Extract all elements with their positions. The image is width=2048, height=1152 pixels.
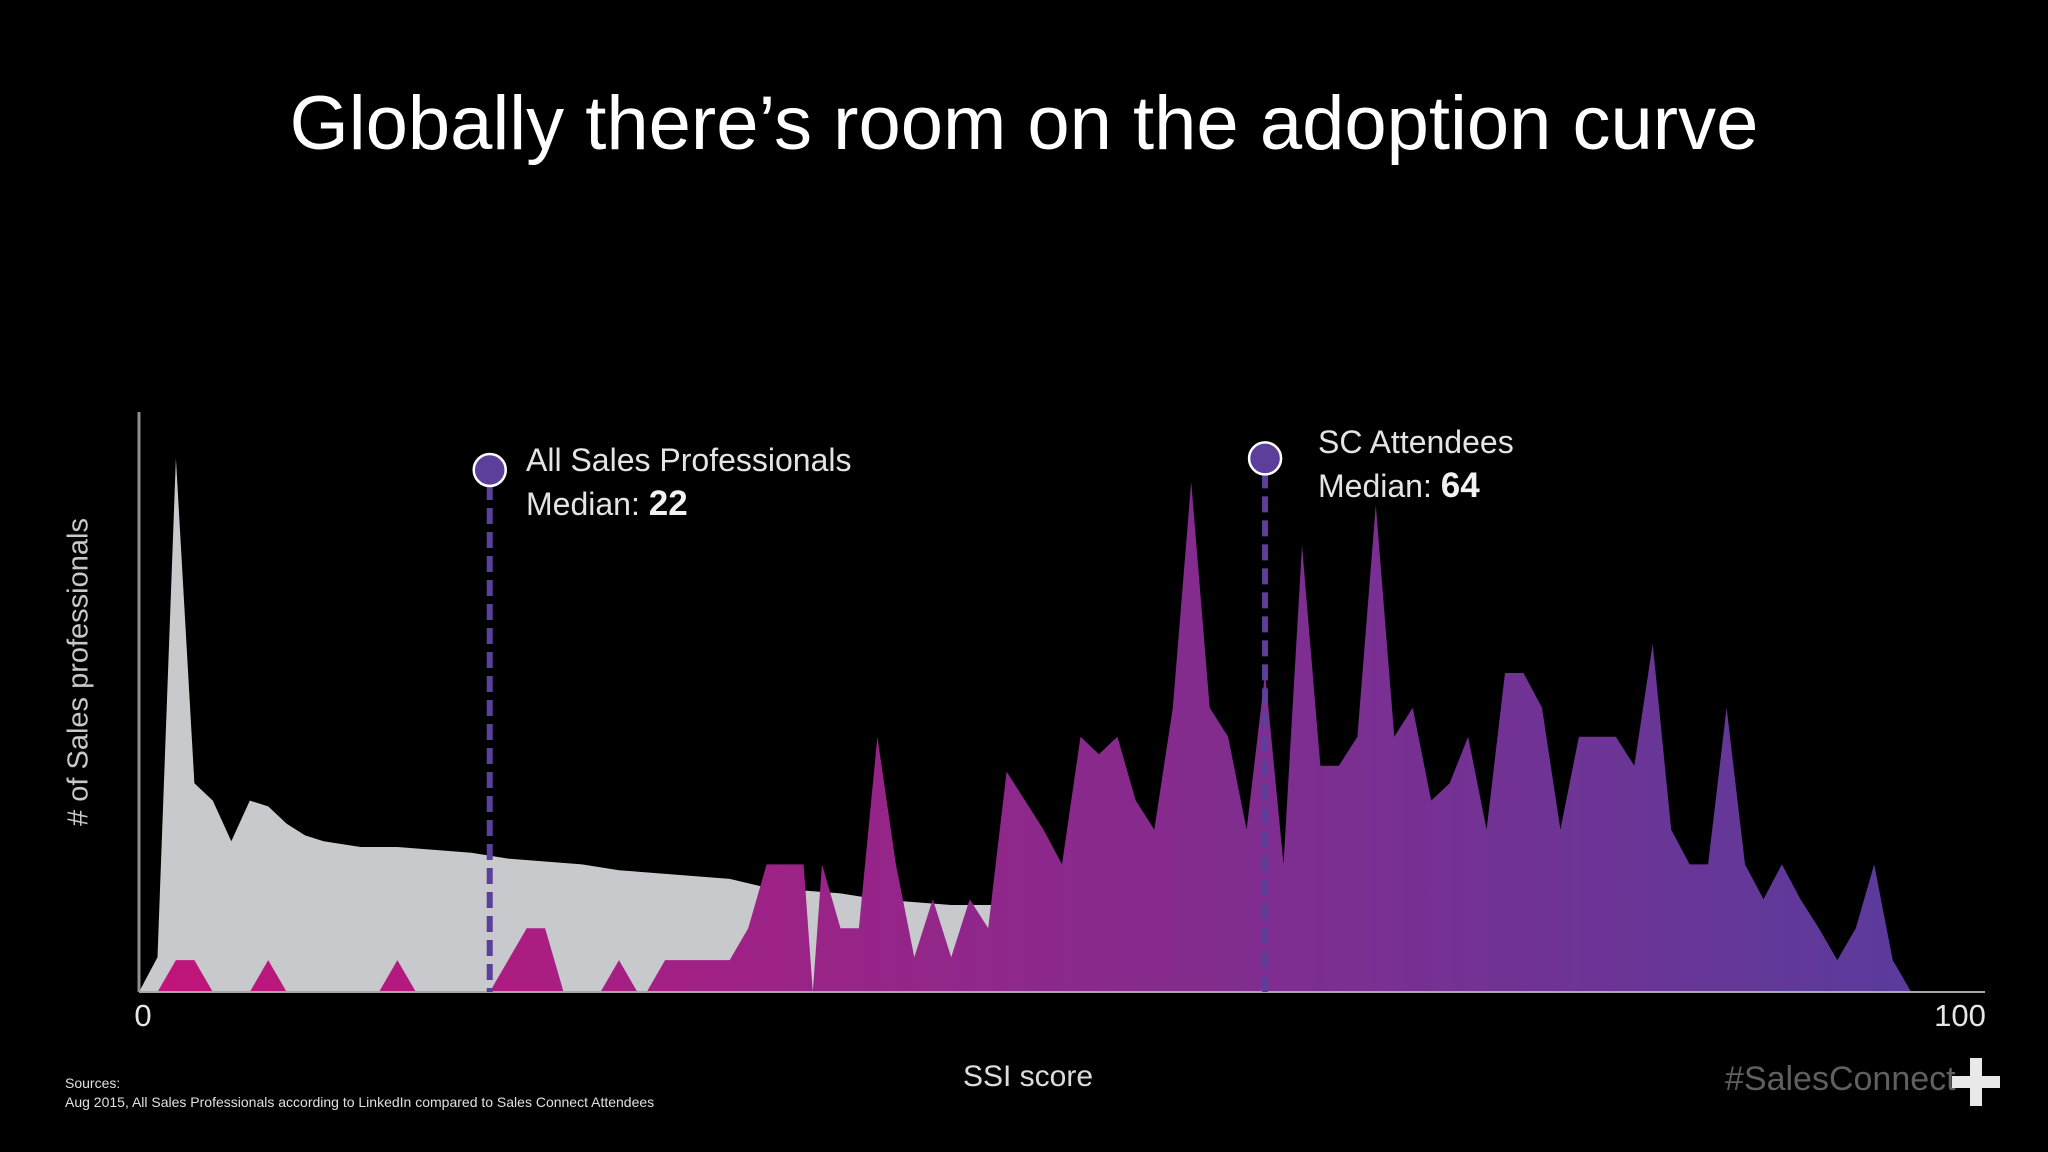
x-tick-label-min: 0: [134, 998, 152, 1033]
slide-title: Globally there’s room on the adoption cu…: [289, 81, 1759, 166]
all-sales-series-label: All Sales Professionals: [526, 442, 852, 478]
sources-heading: Sources:: [65, 1075, 121, 1091]
all-sales-median-caption: Median:: [526, 486, 640, 522]
sc-attendees-median-value: 64: [1440, 466, 1480, 505]
sources-note: Sources: Aug 2015, All Sales Professiona…: [65, 1074, 654, 1112]
sc-attendees-median-dot: [1247, 441, 1283, 476]
all-sales-median-line: Median: 22: [526, 482, 851, 526]
x-axis-label: SSI score: [962, 1060, 1094, 1093]
plus-icon: [1952, 1058, 2000, 1106]
all-sales-area: [139, 458, 1044, 992]
y-axis-label: # of Sales professionals: [62, 518, 95, 826]
sc-attendees-median-caption: Median:: [1318, 468, 1432, 504]
sc-attendees-median-annotation: SC Attendees Median: 64: [1318, 420, 1514, 508]
sources-text: Aug 2015, All Sales Professionals accord…: [65, 1094, 655, 1110]
all-sales-median-dot: [472, 452, 507, 488]
sc-attendees-median-line: Median: 64: [1318, 464, 1514, 508]
x-tick-label-max: 100: [1934, 998, 1986, 1033]
sc-attendees-series-label: SC Attendees: [1318, 424, 1514, 460]
all-sales-median-annotation: All Sales Professionals Median: 22: [526, 438, 851, 526]
hashtag-label: #SalesConnect: [1725, 1060, 1956, 1098]
all-sales-median-value: 22: [648, 484, 688, 523]
sc-attendees-area: [157, 481, 1912, 992]
